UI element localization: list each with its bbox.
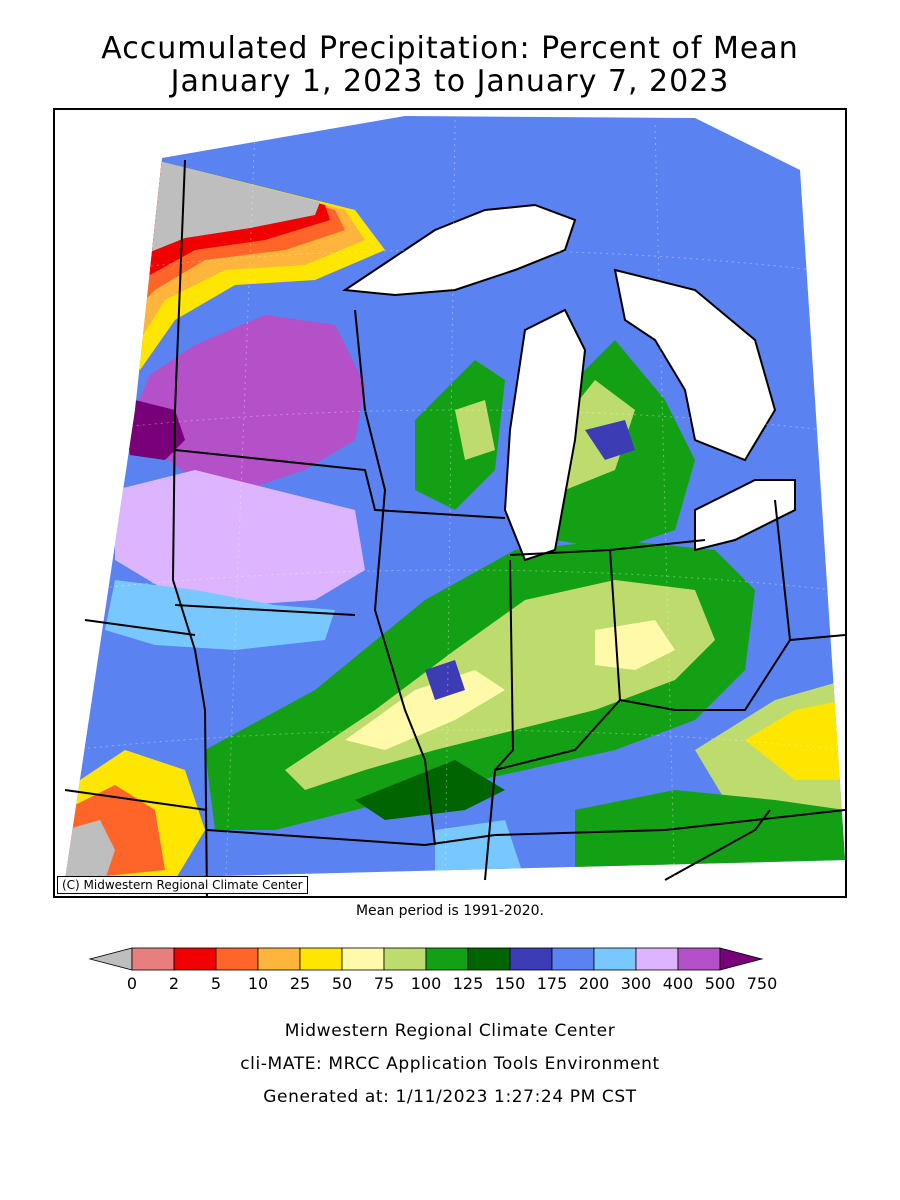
map-title-line-2: January 1, 2023 to January 7, 2023 bbox=[170, 64, 730, 99]
legend-swatch-14 bbox=[677, 947, 721, 971]
lake-superior bbox=[342, 203, 577, 297]
legend-swatch-6 bbox=[341, 947, 385, 971]
legend-swatch-11 bbox=[551, 947, 595, 971]
legend-tick-label: 2 bbox=[169, 974, 179, 993]
legend-swatch-0 bbox=[88, 947, 133, 971]
legend-swatch-15 bbox=[719, 947, 764, 971]
legend-tick-label: 10 bbox=[248, 974, 268, 993]
footer-tool: cli-MATE: MRCC Application Tools Environ… bbox=[240, 1054, 660, 1074]
great-lakes bbox=[342, 203, 796, 562]
footer-generated: Generated at: 1/11/2023 1:27:24 PM CST bbox=[263, 1087, 637, 1107]
legend-swatch-7 bbox=[383, 947, 427, 971]
legend-tick-label: 50 bbox=[332, 974, 352, 993]
precipitation-map: (C) Midwestern Regional Climate Center bbox=[53, 108, 847, 898]
legend-swatch-9 bbox=[467, 947, 511, 971]
legend-swatch-10 bbox=[509, 947, 553, 971]
legend-swatch-8 bbox=[425, 947, 469, 971]
legend-tick-label: 25 bbox=[290, 974, 310, 993]
lake-erie bbox=[694, 479, 796, 552]
legend-tick-label: 100 bbox=[411, 974, 442, 993]
legend-tick-label: 400 bbox=[663, 974, 694, 993]
legend-swatch-1 bbox=[131, 947, 175, 971]
legend-tick-label: 0 bbox=[127, 974, 137, 993]
mean-period-note: Mean period is 1991-2020. bbox=[355, 903, 545, 919]
legend-tick-label: 300 bbox=[621, 974, 652, 993]
legend-tick-label: 125 bbox=[453, 974, 484, 993]
legend-swatch-4 bbox=[257, 947, 301, 971]
graticule bbox=[69, 119, 845, 896]
legend-tick-label: 175 bbox=[537, 974, 568, 993]
legend-tick-label: 5 bbox=[211, 974, 221, 993]
legend-tick-label: 750 bbox=[747, 974, 778, 993]
legend-tick-label: 150 bbox=[495, 974, 526, 993]
map-canvas bbox=[64, 116, 845, 896]
legend-swatch-13 bbox=[635, 947, 679, 971]
lake-michigan bbox=[503, 308, 587, 562]
legend-svg: 0 2 5 10 25 50 75 100 125 150 175 200 300 400 500 750 bbox=[88, 947, 778, 993]
legend-swatch-5 bbox=[299, 947, 343, 971]
map-title-line-1: Accumulated Precipitation: Percent of Me… bbox=[101, 31, 799, 66]
legend-tick-label: 200 bbox=[579, 974, 610, 993]
footer-org: Midwestern Regional Climate Center bbox=[284, 1021, 616, 1041]
copyright-label: (C) Midwestern Regional Climate Center bbox=[57, 876, 308, 894]
lake-huron bbox=[613, 268, 777, 462]
color-legend: 0 2 5 10 25 50 75 100 125 150 175 200 300 400 500 750 bbox=[88, 946, 818, 996]
legend-tick-label: 75 bbox=[374, 974, 394, 993]
legend-swatch-2 bbox=[173, 947, 217, 971]
legend-swatch-12 bbox=[593, 947, 637, 971]
state-boundaries bbox=[64, 159, 845, 896]
legend-swatch-3 bbox=[215, 947, 259, 971]
legend-tick-label: 500 bbox=[705, 974, 736, 993]
